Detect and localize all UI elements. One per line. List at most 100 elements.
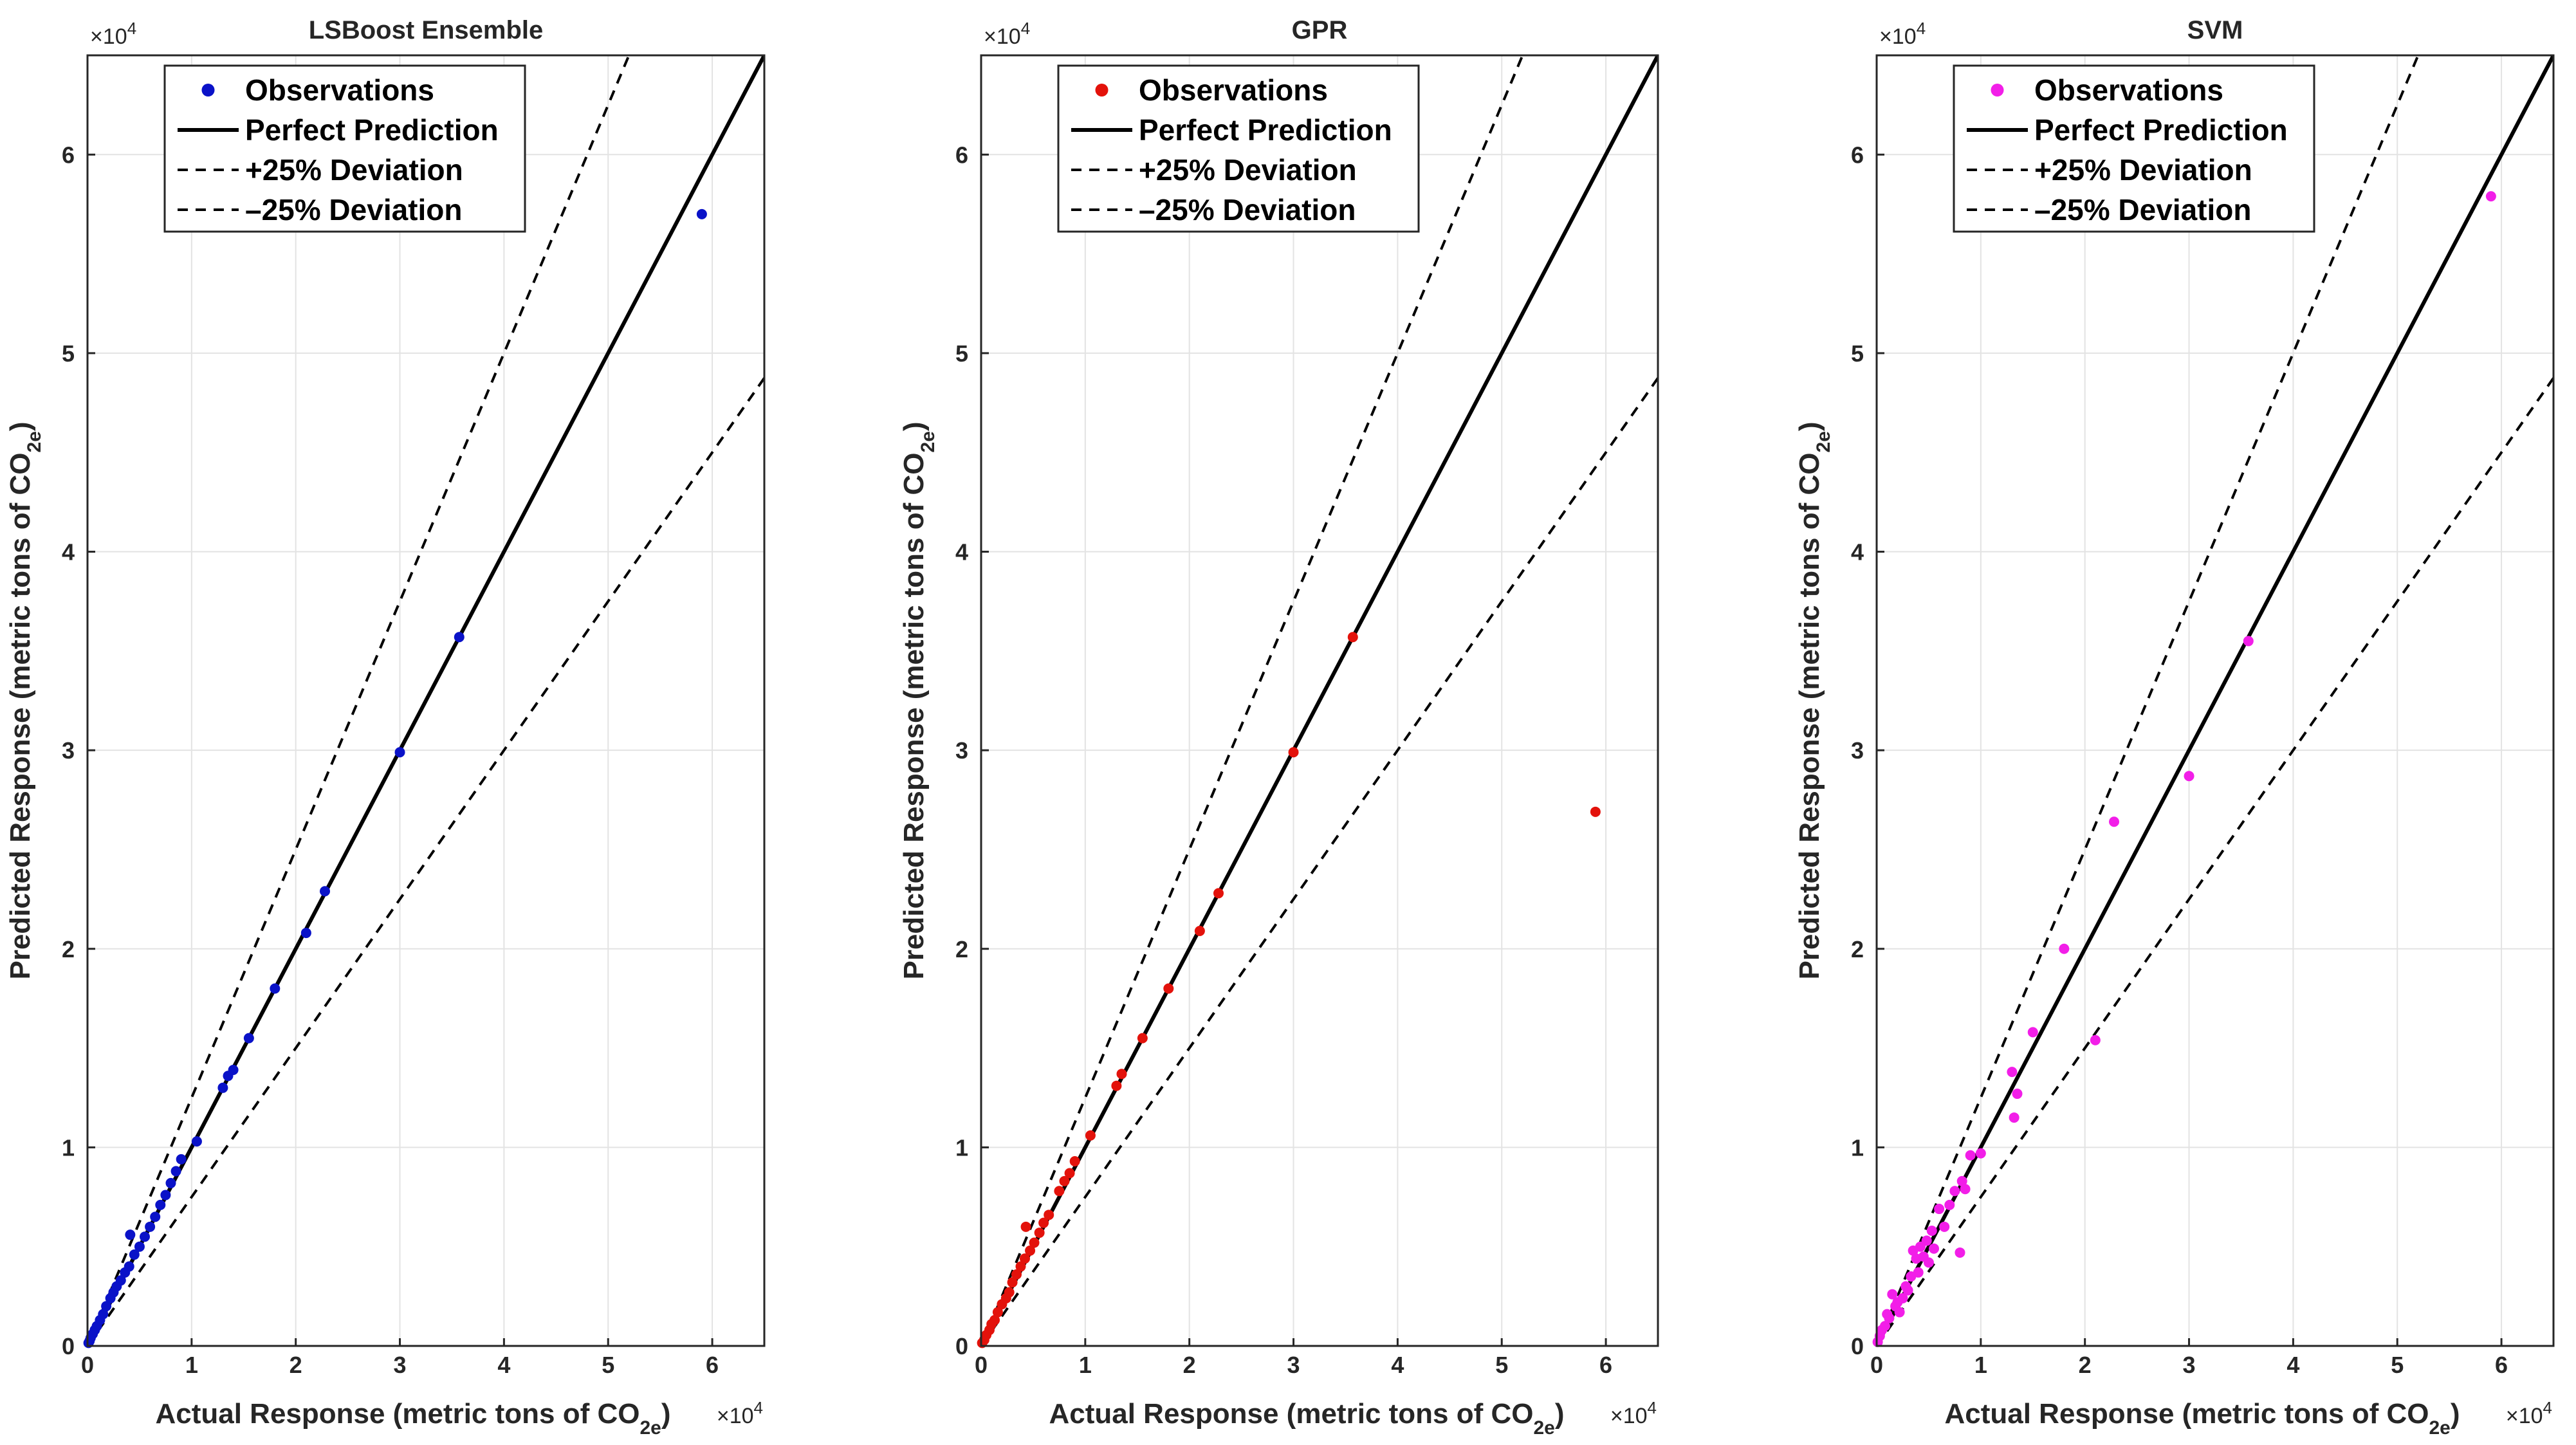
legend-label: –25% Deviation <box>245 193 462 226</box>
perfect-prediction-line <box>981 55 1658 1346</box>
data-point <box>191 1136 202 1147</box>
y-axis-multiplier: ×104 <box>90 19 136 49</box>
x-tick-label: 0 <box>975 1352 988 1378</box>
y-tick-label: 5 <box>955 340 968 367</box>
reference-lines <box>1877 55 2553 1346</box>
perfect-prediction-line <box>1877 55 2553 1346</box>
x-tick-label: 1 <box>1079 1352 1092 1378</box>
data-point <box>124 1261 134 1272</box>
legend-label: +25% Deviation <box>245 153 463 187</box>
axes-box <box>980 54 1659 1347</box>
x-tick-label: 0 <box>81 1352 94 1378</box>
reference-lines <box>87 55 764 1346</box>
x-tick-label: 1 <box>185 1352 198 1378</box>
data-point <box>243 1033 254 1044</box>
data-point <box>1926 1226 1937 1237</box>
data-point <box>134 1241 145 1252</box>
data-point <box>454 632 465 643</box>
data-point <box>2007 1067 2018 1078</box>
x-axis-label: Actual Response (metric tons of CO2e) <box>1049 1398 1564 1439</box>
data-point <box>217 1082 228 1093</box>
data-point <box>1004 1287 1015 1298</box>
plus-25-deviation-line <box>981 55 1524 1346</box>
data-point <box>2009 1112 2019 1123</box>
x-tick-label: 4 <box>1391 1352 1404 1378</box>
x-axis-multiplier: ×104 <box>717 1398 763 1428</box>
data-point <box>145 1221 156 1232</box>
data-point <box>1029 1237 1040 1248</box>
legend-label: +25% Deviation <box>1139 153 1357 187</box>
legend-label: +25% Deviation <box>2034 153 2252 187</box>
x-tick-label: 5 <box>1495 1352 1508 1378</box>
legend: Observations Perfect Prediction +25% Devia… <box>1953 64 2315 233</box>
data-point <box>1044 1210 1054 1220</box>
data-point <box>150 1211 161 1222</box>
data-point <box>1085 1130 1096 1141</box>
axes-box <box>1875 54 2555 1347</box>
data-point <box>1939 1221 1950 1232</box>
legend-box <box>1953 64 2315 233</box>
data-point <box>394 747 405 758</box>
y-tick-label: 2 <box>1851 936 1864 962</box>
y-axis-label: Predicted Response (metric tons of CO2e) <box>1794 421 1834 979</box>
y-axis-label: Predicted Response (metric tons of CO2e) <box>5 421 45 979</box>
data-point <box>1965 1150 1976 1161</box>
y-tick-label: 4 <box>1851 539 1864 566</box>
x-tick-label: 3 <box>394 1352 407 1378</box>
chart-panel-3: 0 1 2 3 4 5 6 0 1 2 3 4 5 6 ×104 ×104 SVM Actual Response… <box>1794 16 2555 1439</box>
legend: Observations Perfect Prediction +25% Devia… <box>163 64 526 233</box>
data-point <box>1929 1243 1940 1254</box>
x-tick-label: 3 <box>1287 1352 1300 1378</box>
data-point <box>2243 636 2254 647</box>
x-tick-label: 2 <box>290 1352 302 1378</box>
data-point <box>176 1154 187 1164</box>
data-point <box>1949 1186 1960 1197</box>
x-tick-label: 2 <box>1183 1352 1196 1378</box>
data-point <box>140 1231 151 1242</box>
chart-panel-2: 0 1 2 3 4 5 6 0 1 2 3 4 5 6 ×104 ×104 GPR Actual Response… <box>898 16 1659 1439</box>
y-tick-label: 4 <box>955 539 968 566</box>
y-axis-label: Predicted Response (metric tons of CO2e) <box>898 421 939 979</box>
data-point <box>1020 1221 1031 1232</box>
data-point <box>1015 1261 1026 1272</box>
data-point <box>2090 1035 2101 1045</box>
x-tick-label: 3 <box>2183 1352 2196 1378</box>
data-point <box>1116 1069 1127 1080</box>
data-point <box>1069 1155 1080 1166</box>
data-point <box>320 886 331 897</box>
legend-label: Perfect Prediction <box>245 113 499 147</box>
data-point <box>1059 1175 1070 1186</box>
data-point <box>1975 1148 1986 1159</box>
x-tick-label: 5 <box>2391 1352 2404 1378</box>
legend-box <box>1057 64 1420 233</box>
data-point <box>1347 632 1358 643</box>
y-tick-label: 1 <box>62 1134 75 1161</box>
data-point <box>165 1177 176 1188</box>
data-point <box>1590 806 1601 817</box>
data-point <box>1288 747 1299 758</box>
legend-marker-observations <box>1991 84 2004 97</box>
x-axis-label: Actual Response (metric tons of CO2e) <box>155 1398 670 1439</box>
reference-lines <box>981 55 1658 1346</box>
plus-25-deviation-line <box>1877 55 2420 1346</box>
x-tick-label: 4 <box>2286 1352 2299 1378</box>
x-tick-label: 6 <box>1599 1352 1612 1378</box>
legend-marker-observations <box>201 84 215 97</box>
data-point <box>1894 1307 1905 1318</box>
axes-box <box>86 54 766 1347</box>
x-tick-label: 6 <box>706 1352 719 1378</box>
y-tick-label: 6 <box>1851 142 1864 168</box>
legend-label: –25% Deviation <box>2034 193 2251 226</box>
data-point <box>2012 1089 2023 1100</box>
x-tick-label: 4 <box>497 1352 510 1378</box>
chart-title: GPR <box>1292 16 1348 44</box>
data-point <box>1879 1321 1890 1332</box>
x-tick-label: 5 <box>602 1352 614 1378</box>
x-tick-label: 2 <box>2079 1352 2092 1378</box>
y-tick-label: 4 <box>62 539 75 566</box>
y-tick-label: 3 <box>62 737 75 764</box>
y-tick-label: 0 <box>62 1333 75 1359</box>
data-point <box>300 928 311 939</box>
data-point <box>160 1190 171 1201</box>
legend-label: –25% Deviation <box>1139 193 1356 226</box>
